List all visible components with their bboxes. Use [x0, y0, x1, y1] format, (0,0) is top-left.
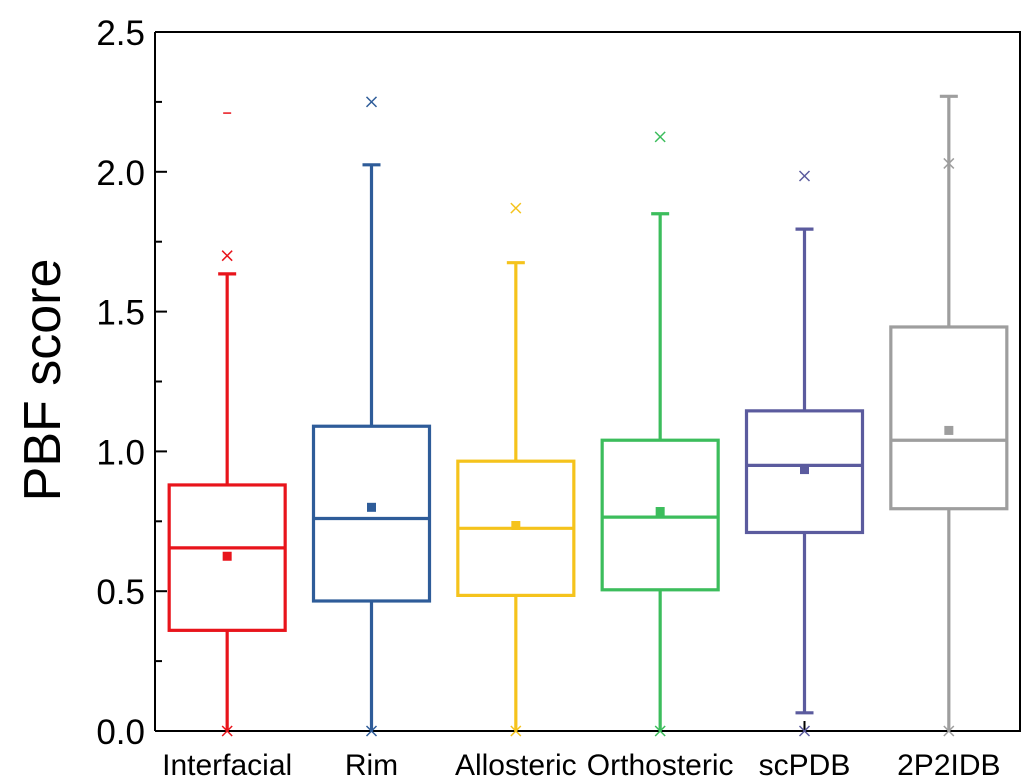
mean-marker [655, 507, 665, 517]
x-tick-label: Allosteric [455, 749, 577, 782]
box-rim [311, 96, 432, 737]
mean-marker [800, 465, 809, 475]
x-tick-label: Rim [345, 749, 398, 782]
outlier-max-marker [943, 157, 955, 169]
outlier-max-marker [654, 131, 666, 143]
outlier-min-marker [654, 725, 666, 737]
x-tick-label: scPDB [759, 749, 851, 782]
x-tick-label: Orthosteric [587, 749, 734, 782]
y-tick-label: 1.0 [96, 433, 145, 472]
iqr-box [311, 424, 432, 603]
y-tick-label: 1.5 [96, 294, 145, 333]
iqr-box [744, 409, 865, 535]
mean-marker [511, 520, 521, 530]
outlier-min-marker [221, 725, 233, 737]
y-tick-label: 0.0 [96, 713, 145, 752]
box-interfacial [167, 112, 287, 737]
iqr-box [167, 483, 287, 632]
iqr-box [889, 325, 1009, 511]
y-axis-label: PBF score [14, 259, 72, 502]
box-allosteric [456, 202, 576, 737]
outlier-max-marker [221, 250, 233, 262]
mean-marker [222, 551, 232, 561]
box-2p2idb [889, 94, 1009, 737]
outlier-max-marker [798, 170, 811, 182]
mean-marker [367, 502, 376, 512]
y-tick-label: 2.5 [96, 14, 145, 53]
axes [154, 31, 1021, 732]
y-tick-label: 0.5 [96, 573, 145, 612]
outlier-min-marker [510, 725, 522, 737]
boxes-group [167, 94, 1009, 737]
x-tick-label: 2P2IDB [897, 749, 1000, 782]
tick-labels-group: 0.0 0.5 1.0 1.5 2.0 2.5 Interfacial Rim Alloster… [96, 14, 1000, 782]
outlier-min-marker [943, 725, 955, 737]
box-orthosteric [600, 131, 720, 737]
mean-marker [944, 425, 954, 435]
x-tick-label: Interfacial [162, 749, 292, 782]
iqr-box [600, 438, 720, 592]
y-tick-label: 2.0 [96, 154, 145, 193]
box-scpdb [744, 170, 865, 737]
outlier-min-marker [798, 725, 811, 737]
outlier-max-marker [365, 96, 378, 108]
outlier-min-marker [365, 725, 378, 737]
outlier-max-marker [510, 202, 522, 214]
